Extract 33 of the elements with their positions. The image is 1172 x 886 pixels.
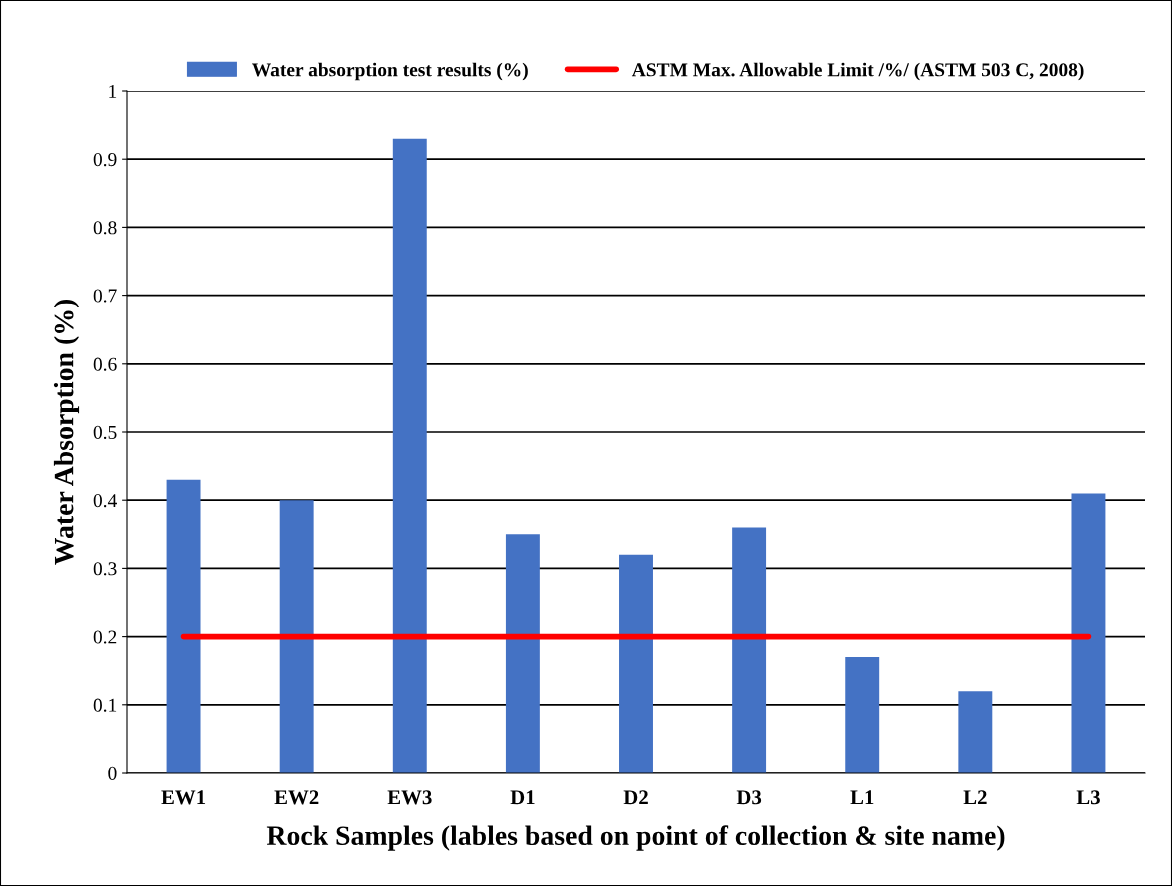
x-tick-label: L1 <box>850 790 874 805</box>
y-axis-title: Water Absorption (%) <box>53 299 80 565</box>
x-tick-label: D3 <box>736 790 762 805</box>
bar <box>619 554 653 773</box>
x-tick-label: D1 <box>510 790 535 805</box>
x-tick-label: EW1 <box>161 790 206 805</box>
y-tick-label: 0.1 <box>93 698 117 712</box>
legend-label: Water absorption test results (%) <box>252 62 528 81</box>
bar <box>1071 493 1106 773</box>
x-axis-title: Rock Samples (lables based on point of collection & site name) <box>266 825 1005 851</box>
x-tick-label: EW2 <box>274 790 319 805</box>
y-tick-label: 0 <box>108 766 117 780</box>
y-tick-label: 1 <box>109 84 117 98</box>
bar <box>392 138 427 773</box>
bar <box>958 691 993 773</box>
y-tick-label: 0.5 <box>93 425 117 440</box>
y-tick-label: 0.9 <box>93 153 117 167</box>
y-tick-label: 0.3 <box>93 562 117 576</box>
bar <box>166 479 201 773</box>
y-tick-label: 0.6 <box>93 357 117 371</box>
x-tick-label: L2 <box>963 790 987 805</box>
bar <box>279 500 314 773</box>
bar <box>505 534 540 773</box>
legend-label: ASTM Max. Allowable Limit /%/ (ASTM 503 C, 2008) <box>631 62 1084 81</box>
bar <box>732 527 767 773</box>
y-tick-label: 0.8 <box>93 221 117 235</box>
x-tick-label: D2 <box>623 790 648 805</box>
x-tick-label: EW3 <box>387 790 432 805</box>
y-tick-label: 0.4 <box>93 494 117 508</box>
x-tick-label: L3 <box>1076 790 1100 805</box>
y-tick-label: 0.7 <box>93 289 117 303</box>
bar <box>845 657 880 773</box>
y-tick-label: 0.2 <box>93 630 117 644</box>
